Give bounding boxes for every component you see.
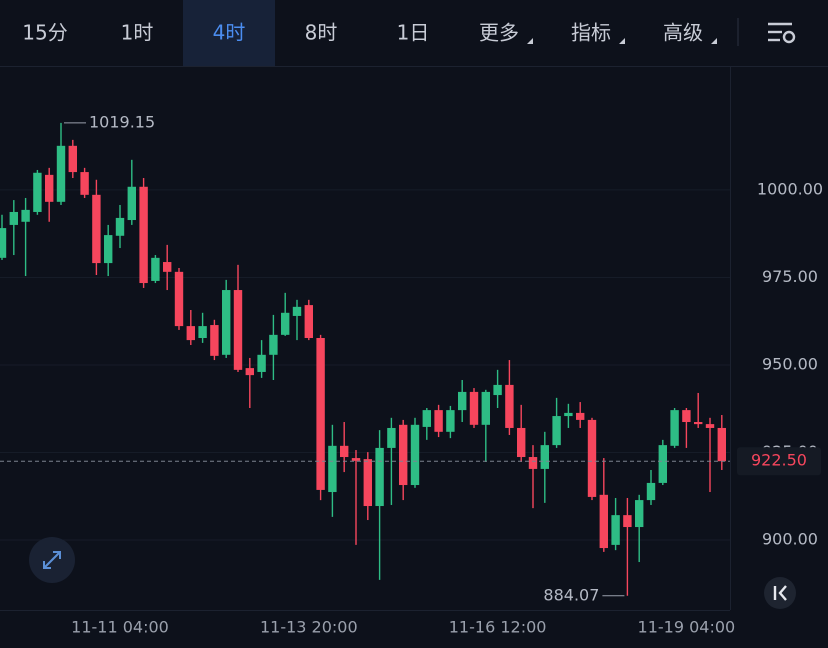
y-tick-label: 950.00 <box>762 354 818 373</box>
candle-body <box>623 515 632 528</box>
candle-body <box>139 186 148 284</box>
last-price-box <box>737 447 821 476</box>
candle-body <box>33 172 42 212</box>
candle-body <box>670 410 679 446</box>
scroll-latest-button[interactable] <box>764 577 796 609</box>
candle-body <box>646 482 656 501</box>
candle-body <box>115 217 125 236</box>
candle-body <box>80 172 89 195</box>
candle-body <box>292 306 302 316</box>
candle-body <box>351 458 361 461</box>
candle-body <box>316 338 325 490</box>
high-label: 1019.15 <box>89 112 155 131</box>
candle-body <box>528 457 538 469</box>
candle-body <box>233 290 243 370</box>
candle-body <box>434 410 443 432</box>
y-tick-label: 1000.00 <box>757 179 823 198</box>
candle-body <box>222 290 231 355</box>
candle-body <box>493 384 502 396</box>
dropdown-arrow <box>711 38 717 44</box>
candle-body <box>198 326 207 338</box>
x-tick-label: 11-13 20:00 <box>260 618 358 637</box>
candle-body <box>399 424 408 486</box>
tab-label[interactable]: 8时 <box>305 21 338 45</box>
tab-label[interactable]: 更多 <box>479 21 519 45</box>
plot-area: 1019.15 884.07 <box>0 112 730 604</box>
candle-body <box>458 391 467 411</box>
candle-body <box>45 174 54 202</box>
candle-body <box>552 416 561 446</box>
candle-body <box>658 445 667 483</box>
candle-body <box>446 410 455 432</box>
candle-body <box>186 326 195 341</box>
candle-body <box>210 325 219 356</box>
candle-body <box>682 410 691 423</box>
tab-label[interactable]: 4时 <box>213 21 246 45</box>
candle-body <box>304 305 313 338</box>
x-tick-label: 11-11 04:00 <box>71 618 169 637</box>
candle-body <box>269 334 278 355</box>
low-label: 884.07 <box>543 585 599 604</box>
candle-body <box>375 447 384 507</box>
candle-body <box>340 445 349 458</box>
candle-body <box>717 427 726 462</box>
tab-label[interactable]: 高级 <box>663 21 703 45</box>
y-tick-label: 900.00 <box>762 529 818 548</box>
candle-body <box>576 412 585 420</box>
tab-label[interactable]: 指标 <box>571 21 611 45</box>
candle-body <box>151 257 160 281</box>
candle-body <box>564 412 573 417</box>
candle-body <box>517 427 526 458</box>
dropdown-arrow <box>619 38 625 44</box>
candle-body <box>245 368 254 376</box>
x-tick-label: 11-19 04:00 <box>638 618 736 637</box>
candle-body <box>0 228 7 258</box>
tab-label[interactable]: 15分 <box>22 21 67 45</box>
last-price-label: 922.50 <box>751 451 807 470</box>
candle-body <box>387 427 396 448</box>
candle-body <box>587 419 597 497</box>
candle-body <box>635 500 644 528</box>
candle-body <box>104 235 113 264</box>
candle-body <box>174 271 184 327</box>
candle-body <box>9 211 18 225</box>
candle-body <box>328 445 337 493</box>
candle-body <box>540 445 549 469</box>
y-tick-label: 975.00 <box>762 267 818 286</box>
candle-body <box>257 354 266 372</box>
candle-body <box>694 422 703 425</box>
expand-button[interactable] <box>29 537 75 583</box>
candle-body <box>68 145 77 173</box>
candle-body <box>410 424 420 486</box>
candle-body <box>56 145 66 202</box>
candle-body <box>127 186 136 221</box>
candle-body <box>611 515 620 545</box>
x-tick-label: 11-16 12:00 <box>449 618 547 637</box>
tab-label[interactable]: 1日 <box>397 21 430 45</box>
settings-icon[interactable] <box>768 22 796 44</box>
candle-body <box>422 410 431 427</box>
tab-label[interactable]: 1时 <box>121 21 154 45</box>
candle-body <box>505 384 514 428</box>
candle-body <box>21 209 30 222</box>
candle-body <box>92 194 101 264</box>
candle-body <box>281 312 290 335</box>
candle-body <box>163 262 172 272</box>
candle-body <box>469 391 479 425</box>
candle-body <box>363 459 372 507</box>
tab-selected-bg <box>183 0 275 66</box>
candle-body <box>599 494 608 549</box>
candle-body <box>705 424 715 428</box>
toolbar: 15分 1时 4时 8时 1日 更多 指标 高级 <box>0 0 828 67</box>
candle-body <box>481 391 490 425</box>
dropdown-arrow <box>527 38 533 44</box>
